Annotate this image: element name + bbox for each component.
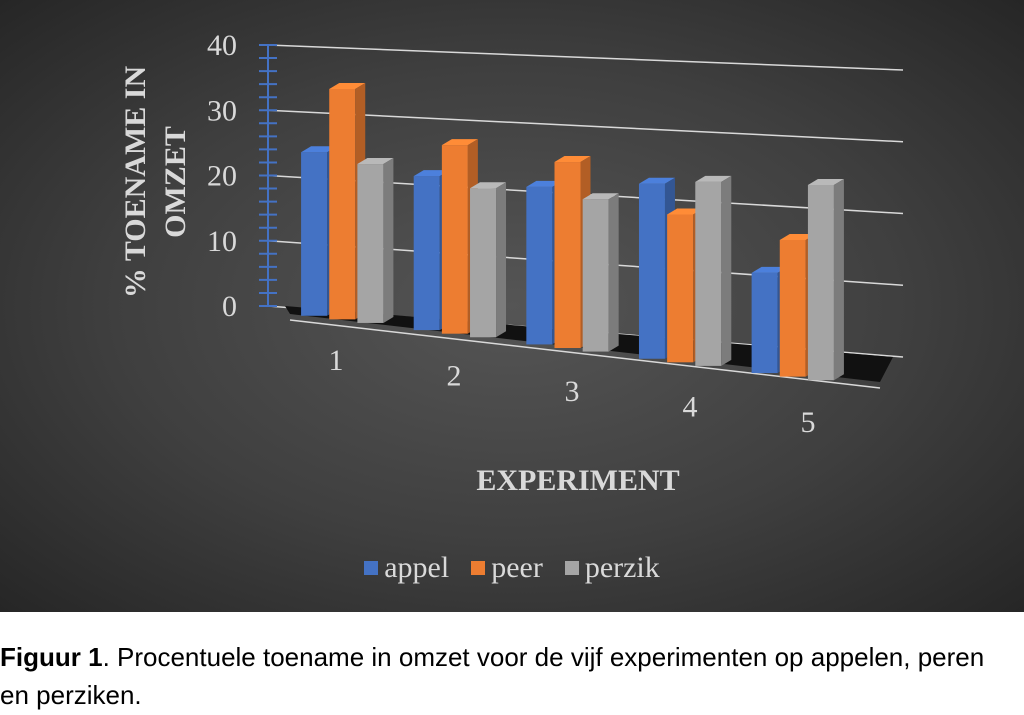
legend: appel peer perzik — [0, 548, 1024, 588]
bar-top-face — [695, 175, 732, 182]
bar-side-face — [383, 158, 394, 323]
bar-front-face — [638, 183, 665, 359]
bar-top-face — [329, 82, 366, 89]
x-axis-line — [289, 319, 881, 389]
gridline — [267, 109, 904, 143]
x-tick-label: 4 — [683, 391, 698, 424]
bar-perzik-5 — [807, 178, 844, 381]
bar-top-face — [526, 180, 563, 187]
bar-front-face — [779, 239, 806, 377]
y-axis-title-line-1: % TOENAME IN — [119, 66, 152, 299]
bar-front-face — [751, 272, 778, 374]
bar-front-face — [526, 186, 553, 345]
bar-top-face — [301, 146, 338, 153]
bar-front-face — [695, 181, 722, 366]
bar-perzik-2 — [470, 182, 507, 338]
legend-swatch — [471, 561, 486, 575]
bar-top-face — [357, 158, 394, 165]
bar-top-face — [554, 156, 591, 163]
y-axis: 0 10 20 30 40 — [207, 29, 277, 323]
y-tick-label: 30 — [207, 94, 237, 127]
bar-front-face — [301, 152, 328, 316]
x-tick-label: 3 — [565, 375, 580, 408]
bar-top-face — [441, 139, 478, 146]
bar-side-face — [608, 193, 619, 352]
legend-item-perzik: perzik — [564, 551, 660, 585]
bar-top-face — [638, 177, 675, 184]
legend-swatch — [364, 561, 379, 575]
bar-top-face — [470, 182, 507, 189]
x-tick-label: 5 — [801, 406, 816, 439]
figure-caption: Figuur 1. Procentuele toename in omzet v… — [0, 638, 1020, 714]
bar-side-face — [496, 182, 507, 338]
y-axis-title-line-2: OMZET — [159, 126, 192, 238]
bar-perzik-1 — [357, 158, 394, 323]
x-axis-tick-labels: 1 2 3 4 5 — [329, 344, 816, 439]
bar-side-face — [721, 175, 732, 366]
bar-front-face — [582, 199, 609, 352]
gridline — [267, 44, 904, 71]
y-tick-label: 0 — [222, 290, 237, 323]
bar-front-face — [329, 88, 356, 320]
bars — [301, 82, 844, 381]
x-axis-title: EXPERIMENT — [476, 464, 679, 497]
bar-top-face — [582, 193, 619, 200]
legend-item-peer: peer — [471, 551, 543, 585]
bar-perzik-3 — [582, 193, 619, 352]
legend-item-appel: appel — [364, 551, 449, 585]
y-axis-title: % TOENAME IN OMZET — [119, 66, 192, 299]
bar-top-face — [751, 266, 788, 273]
bar-front-face — [357, 164, 384, 323]
bar-front-face — [413, 176, 440, 331]
y-tick-label: 10 — [207, 225, 237, 258]
legend-label: peer — [491, 551, 543, 584]
legend-label: appel — [384, 551, 450, 584]
caption-text: . Procentuele toename in omzet voor de v… — [0, 642, 985, 710]
bar-front-face — [554, 162, 581, 348]
bar-perzik-4 — [695, 175, 732, 366]
legend-swatch — [564, 561, 579, 575]
bar-top-face — [667, 208, 704, 215]
chart-area: 0 10 20 30 40 1 2 3 4 5 EXPERIMENT % TOENAME IN … — [0, 0, 1024, 612]
bar-front-face — [470, 188, 497, 338]
x-tick-label: 1 — [329, 344, 344, 377]
bar-front-face — [667, 214, 694, 363]
bar-chart: 0 10 20 30 40 1 2 3 4 5 EXPERIMENT % TOENAME IN … — [119, 29, 904, 497]
y-tick-label: 40 — [207, 29, 237, 62]
bar-front-face — [807, 184, 834, 381]
bar-top-face — [807, 178, 844, 185]
caption-label: Figuur 1 — [0, 642, 103, 672]
x-tick-label: 2 — [447, 360, 462, 393]
bar-front-face — [441, 145, 468, 334]
bar-top-face — [779, 233, 816, 240]
bar-top-face — [413, 170, 450, 177]
legend-label: perzik — [584, 551, 660, 584]
bar-side-face — [833, 178, 844, 381]
y-tick-label: 20 — [207, 160, 237, 193]
